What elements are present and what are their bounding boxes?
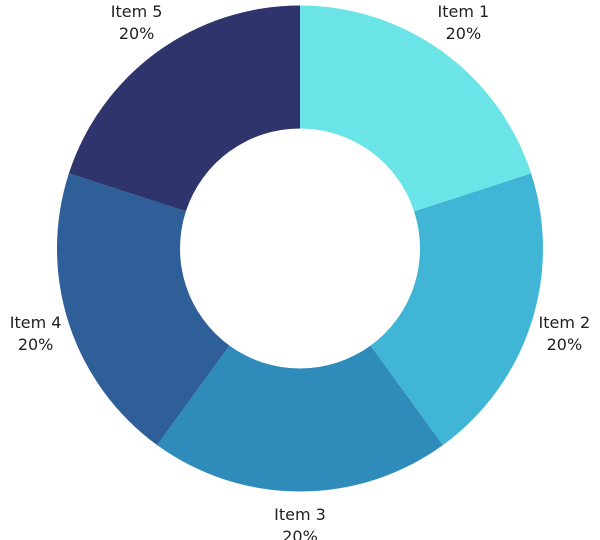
slice-label: Item 1	[438, 2, 490, 21]
donut-slice	[300, 5, 532, 212]
slice-value: 20%	[282, 527, 318, 540]
slice-label: Item 5	[111, 2, 163, 21]
slice-label: Item 2	[539, 313, 591, 332]
slice-label: Item 4	[10, 313, 62, 332]
donut-slice	[370, 173, 544, 446]
slice-value: 20%	[119, 24, 155, 43]
donut-slice	[157, 345, 443, 492]
donut-slice	[68, 5, 300, 212]
slice-value: 20%	[446, 24, 482, 43]
slice-value: 20%	[547, 335, 583, 354]
donut-slice	[57, 173, 230, 446]
slice-value: 20%	[18, 335, 54, 354]
slice-label: Item 3	[274, 505, 326, 524]
